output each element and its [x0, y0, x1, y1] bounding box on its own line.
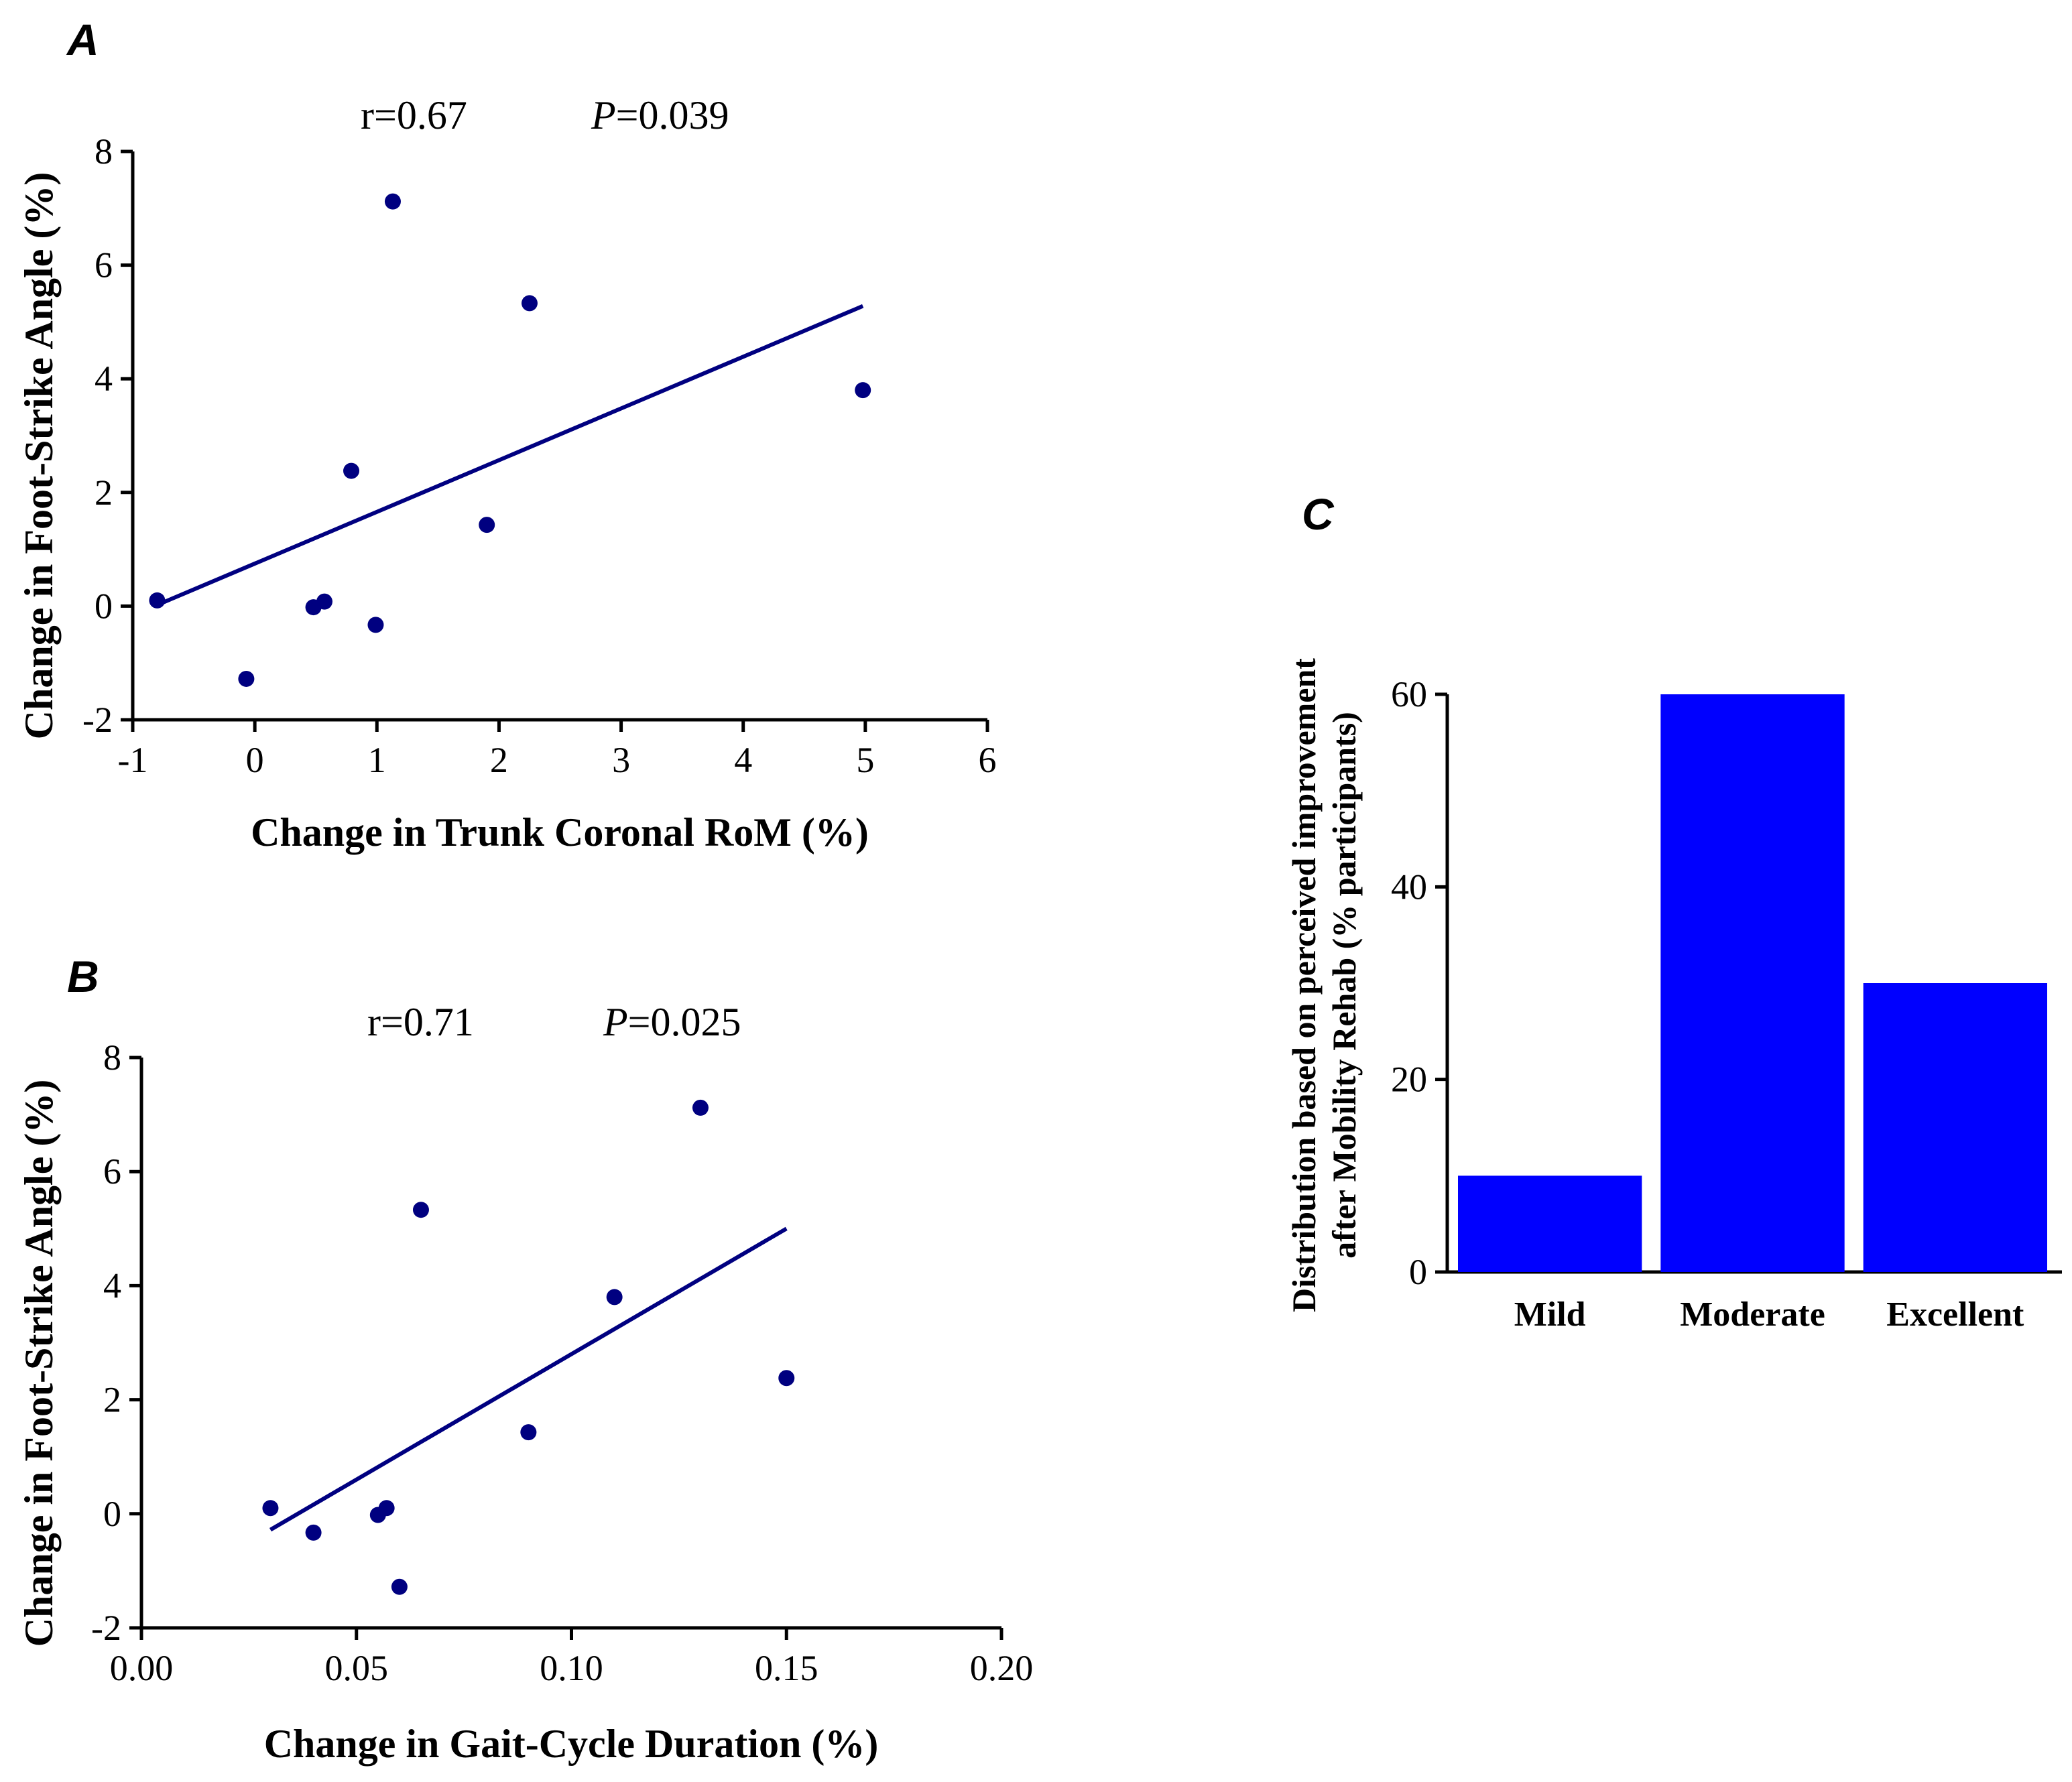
panel-a-p-stat: P=0.039	[591, 93, 729, 137]
panel-a-p-value: =0.039	[616, 93, 729, 137]
x-tick-label: 4	[734, 740, 752, 780]
panel-c-bars	[1458, 694, 2047, 1272]
data-point	[391, 1578, 408, 1595]
x-tick-label: -1	[118, 740, 148, 780]
data-point	[479, 517, 495, 533]
category-label: Mild	[1514, 1295, 1586, 1334]
panel-b-fit	[269, 1226, 788, 1532]
panel-a-y-ticks: -2 0 2 4 6 8	[82, 131, 133, 740]
panel-c-y-ticks: 0 20 40 60	[1391, 674, 1447, 1292]
panel-c-letter: C	[1302, 489, 1335, 539]
data-point	[778, 1370, 795, 1387]
x-tick-label: 2	[490, 740, 508, 780]
bar-excellent	[1863, 983, 2047, 1272]
y-tick-label: 6	[103, 1151, 121, 1192]
x-tick-label: 0.20	[970, 1648, 1034, 1688]
panel-a-letter: A	[66, 15, 99, 64]
panel-a-fit	[156, 304, 864, 607]
data-point	[855, 382, 871, 399]
x-tick-label: 6	[979, 740, 997, 780]
panel-a: A r=0.67 P=0.039 -2 0 2 4 6 8 -1 0 1 2 3 4 5 6 Chang…	[17, 15, 997, 854]
y-tick-label: -2	[82, 700, 113, 740]
data-point	[343, 462, 360, 479]
data-point	[692, 1099, 709, 1116]
category-label: Excellent	[1886, 1295, 2024, 1334]
x-tick-label: 3	[612, 740, 630, 780]
panel-b-x-ticks: 0.00 0.05 0.10 0.15 0.20	[110, 1628, 1034, 1688]
y-tick-label: 8	[95, 131, 113, 172]
y-tick-label: -2	[91, 1608, 121, 1648]
bar-mild	[1458, 1175, 1642, 1272]
y-tick-label: 6	[95, 245, 113, 285]
panel-b-y-ticks: -2 0 2 4 6 8	[91, 1037, 141, 1648]
y-tick-label: 60	[1391, 674, 1427, 714]
regression-line	[156, 304, 864, 607]
data-point	[262, 1500, 279, 1517]
x-tick-label: 0.10	[540, 1648, 603, 1688]
data-point	[316, 593, 332, 610]
panel-a-points	[149, 193, 871, 687]
bar-moderate	[1660, 694, 1845, 1272]
panel-b-r-stat: r=0.71	[367, 1000, 474, 1044]
x-tick-label: 0.15	[755, 1648, 818, 1688]
y-tick-label: 2	[103, 1380, 121, 1420]
panel-c-y-label: Distribution based on perceived improvem…	[1285, 658, 1363, 1312]
y-tick-label: 0	[95, 586, 113, 626]
panel-b-p-label: P	[603, 1000, 628, 1044]
data-point	[367, 617, 384, 633]
x-tick-label: 1	[368, 740, 386, 780]
data-point	[384, 193, 401, 210]
data-point	[520, 1424, 537, 1441]
panel-a-y-label: Change in Foot-Strike Angle (%)	[17, 172, 61, 740]
x-tick-label: 0	[246, 740, 264, 780]
y-tick-label: 2	[95, 472, 113, 513]
panel-b: B r=0.71 P=0.025 -2 0 2 4 6 8 0.00 0.05 0.10 0.1…	[17, 952, 1033, 1766]
data-point	[378, 1500, 395, 1517]
data-point	[149, 592, 166, 609]
data-point	[238, 670, 255, 687]
data-point	[305, 1524, 322, 1541]
x-tick-label: 0.00	[110, 1648, 174, 1688]
panel-b-y-label: Change in Foot-Strike Angle (%)	[17, 1080, 61, 1647]
panel-a-x-ticks: -1 0 1 2 3 4 5 6	[118, 720, 997, 780]
x-tick-label: 0.05	[325, 1648, 389, 1688]
panel-b-x-label: Change in Gait-Cycle Duration (%)	[264, 1722, 879, 1766]
y-tick-label: 40	[1391, 867, 1427, 907]
data-point	[412, 1202, 429, 1218]
panel-b-points	[262, 1099, 795, 1595]
panel-a-x-label: Change in Trunk Coronal RoM (%)	[251, 810, 869, 854]
panel-b-p-value: =0.025	[628, 1000, 741, 1044]
panel-b-p-stat: P=0.025	[603, 1000, 741, 1044]
data-point	[606, 1289, 623, 1306]
category-label: Moderate	[1680, 1295, 1825, 1334]
panel-a-r-stat: r=0.67	[361, 93, 467, 137]
panel-a-p-label: P	[591, 93, 616, 137]
y-tick-label: 8	[103, 1037, 121, 1078]
y-tick-label: 4	[103, 1265, 121, 1306]
data-point	[521, 295, 538, 312]
panel-c-y-label-line1: Distribution based on perceived improvem…	[1285, 658, 1323, 1312]
x-tick-label: 5	[856, 740, 874, 780]
panel-b-letter: B	[67, 952, 99, 1001]
regression-line	[269, 1226, 788, 1532]
y-tick-label: 0	[1409, 1252, 1427, 1292]
y-tick-label: 20	[1391, 1060, 1427, 1100]
panel-c-categories: Mild Moderate Excellent	[1514, 1295, 2024, 1334]
y-tick-label: 4	[95, 359, 113, 399]
y-tick-label: 0	[103, 1494, 121, 1534]
panel-c-y-label-line2: after Mobility Rehab (% participants)	[1325, 712, 1363, 1259]
panel-c: C 0 20 40 60 Mild Moderate Excellent Distribu…	[1285, 489, 2062, 1334]
